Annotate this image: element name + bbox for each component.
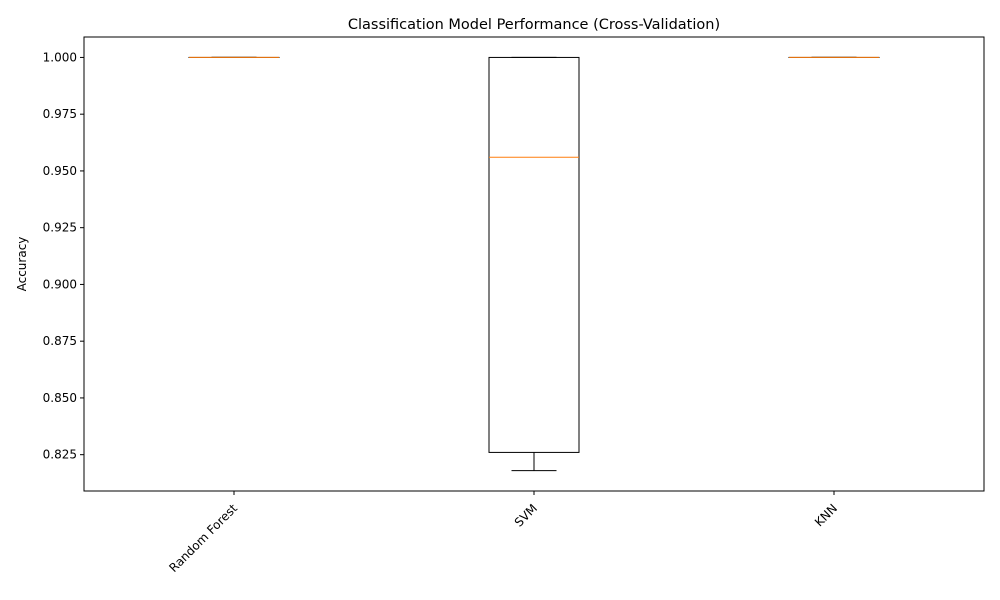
y-tick-label: 0.900 — [43, 277, 77, 291]
y-axis-label: Accuracy — [15, 237, 29, 292]
box-svm — [488, 56, 580, 472]
axes-frame — [83, 36, 985, 492]
box-series — [188, 56, 880, 472]
y-tick-label: 0.850 — [43, 391, 77, 405]
y-axis-ticks: 0.825 0.850 0.875 0.900 0.925 0.950 0.975 1.000 — [43, 50, 84, 462]
x-axis-ticks: Random Forest SVM KNN — [166, 491, 840, 575]
chart-title: Classification Model Performance (Cross-… — [348, 17, 720, 33]
y-tick-label: 0.875 — [43, 334, 77, 348]
y-tick-label: 0.950 — [43, 164, 77, 178]
x-tick-label: SVM — [512, 501, 540, 529]
y-tick-label: 0.925 — [43, 221, 77, 235]
y-tick-label: 0.975 — [43, 107, 77, 121]
y-tick-label: 1.000 — [43, 50, 77, 64]
x-tick-label: KNN — [812, 501, 840, 529]
y-tick-label: 0.825 — [43, 448, 77, 462]
iqr-box — [488, 56, 580, 453]
x-tick-label: Random Forest — [166, 501, 240, 575]
